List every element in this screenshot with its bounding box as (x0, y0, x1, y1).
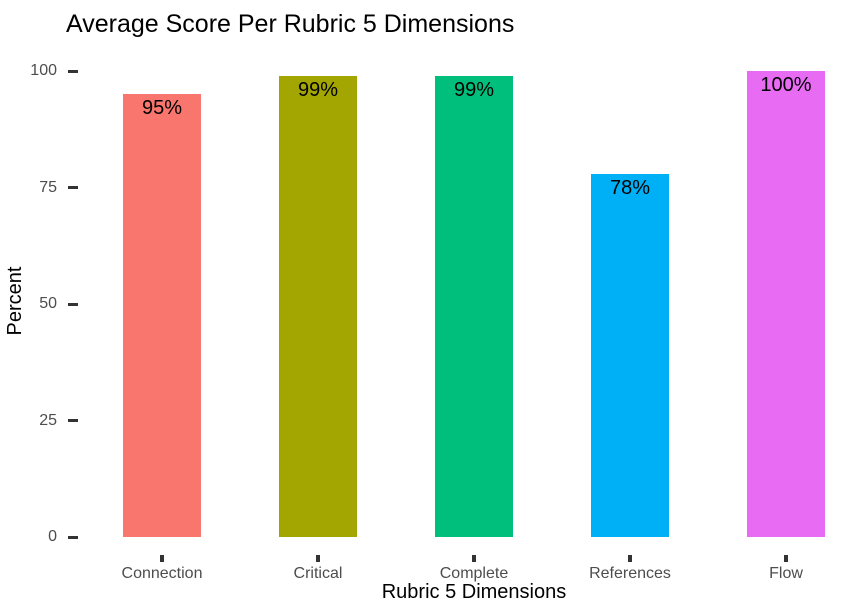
bar-references (591, 173, 669, 537)
chart-title: Average Score Per Rubric 5 Dimensions (66, 10, 515, 38)
x-tick-mark (784, 555, 788, 562)
y-tick-label: 50 (39, 295, 57, 312)
bar-value-label: 78% (609, 176, 651, 199)
bar-complete (435, 75, 513, 537)
x-tick-mark (472, 555, 476, 562)
bar-value-label: 95% (141, 97, 183, 120)
bar-connection (123, 94, 201, 537)
x-tick-label: Critical (293, 565, 343, 582)
x-tick-label: Flow (769, 565, 803, 582)
x-axis-title: Rubric 5 Dimensions (381, 581, 567, 603)
x-tick-mark (316, 555, 320, 562)
bar-value-label: 100% (760, 74, 812, 96)
y-tick-mark (68, 186, 78, 189)
y-tick-mark (68, 302, 78, 306)
y-tick-label: 0 (48, 528, 57, 545)
y-tick-label: 25 (39, 411, 57, 429)
bar-critical (279, 75, 357, 537)
bar-value-label: 99% (453, 78, 495, 101)
x-tick-mark (160, 555, 164, 562)
x-tick-label: Complete (439, 565, 509, 582)
x-tick-label: References (589, 565, 671, 582)
y-tick-mark (68, 69, 78, 73)
y-tick-label: 100 (30, 62, 57, 79)
y-tick-mark (68, 535, 78, 539)
bar-value-label: 99% (297, 78, 339, 101)
x-tick-label: Connection (121, 565, 203, 582)
bar-flow (747, 71, 825, 537)
y-tick-label: 75 (39, 178, 57, 196)
y-tick-mark (68, 419, 78, 422)
x-tick-mark (628, 555, 632, 562)
